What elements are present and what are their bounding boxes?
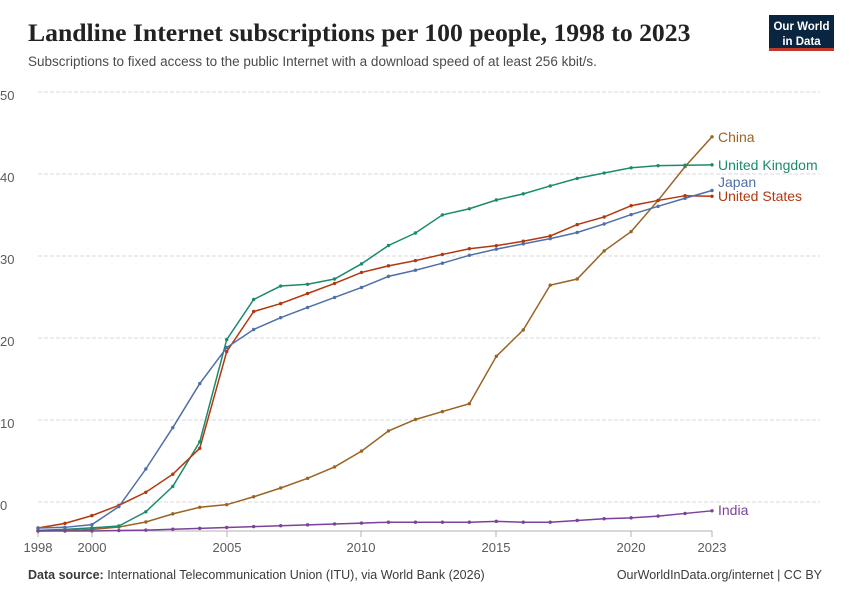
svg-text:India: India xyxy=(718,502,749,518)
svg-text:United States: United States xyxy=(718,188,802,204)
svg-text:China: China xyxy=(718,129,755,145)
svg-text:United Kingdom: United Kingdom xyxy=(718,157,818,173)
